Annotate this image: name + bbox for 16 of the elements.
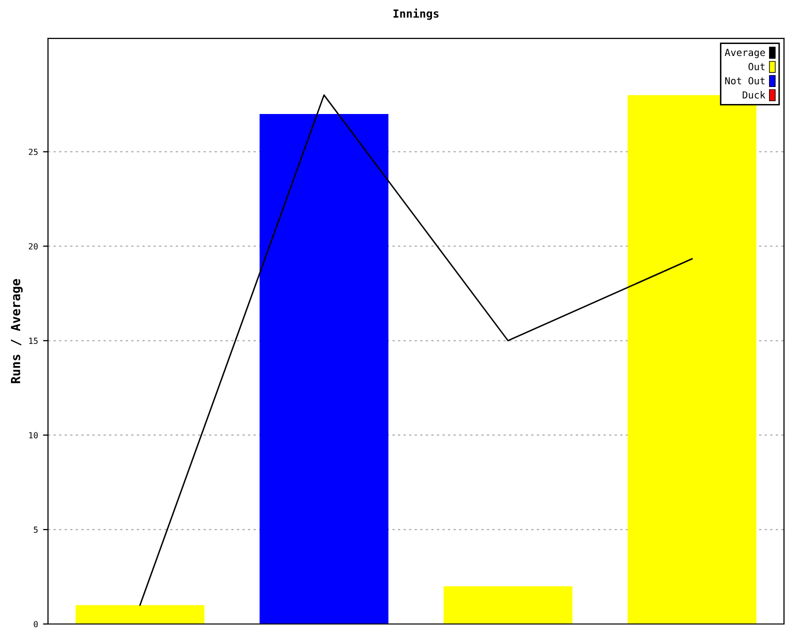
- y-tick-label: 25: [28, 148, 38, 156]
- bar: [260, 114, 388, 624]
- y-tick-label: 15: [29, 338, 38, 344]
- legend-label: Not Out: [725, 77, 765, 84]
- y-tick-label: 20: [28, 243, 38, 250]
- bar: [76, 605, 204, 624]
- line-series: [139, 94, 693, 606]
- y-tick-label: 0: [34, 621, 38, 628]
- y-tick-label: 5: [34, 526, 38, 533]
- bar: [444, 586, 572, 624]
- legend-label: Duck: [742, 91, 766, 99]
- chart-title: Innings: [394, 8, 439, 20]
- y-axis-title: Runs / Average: [10, 279, 23, 384]
- legend-label: Out: [748, 62, 765, 70]
- legend-label: Average: [724, 48, 765, 58]
- y-tick-label: 10: [29, 432, 38, 438]
